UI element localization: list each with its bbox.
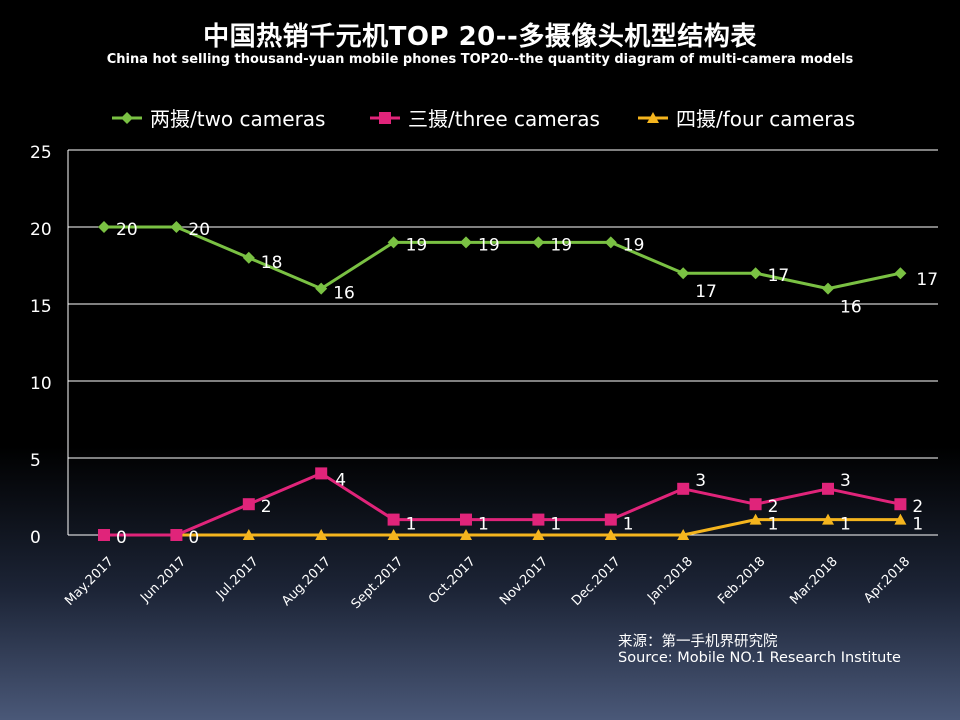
x-tick-label: Mar.2018 (787, 554, 840, 607)
x-tick-label: Nov.2017 (497, 554, 551, 608)
series-line (104, 225, 901, 291)
data-label: 19 (406, 235, 428, 255)
x-tick-label: Jun.2017 (137, 554, 189, 606)
chart-title: 中国热销千元机TOP 20--多摄像头机型结构表 (203, 22, 757, 52)
data-label: 0 (188, 528, 199, 548)
data-point (532, 529, 545, 540)
data-label: 2 (768, 497, 779, 517)
legend-label: 两摄/two cameras (150, 107, 325, 131)
data-label: 2 (261, 497, 272, 517)
data-point (894, 513, 907, 525)
data-point (749, 513, 762, 525)
x-tick-label: May.2017 (62, 554, 117, 609)
data-label: 3 (840, 471, 851, 491)
x-tick-label: Apr.2018 (861, 554, 913, 606)
data-point (532, 513, 545, 526)
data-point (387, 236, 400, 249)
data-point (242, 251, 255, 264)
data-label: 19 (623, 235, 645, 255)
data-label: 20 (116, 220, 138, 240)
data-label: 19 (478, 235, 500, 255)
data-point (822, 482, 834, 495)
y-tick-label: 0 (30, 528, 41, 548)
series-line (104, 471, 901, 537)
data-label: 20 (188, 220, 210, 240)
data-point (98, 221, 110, 233)
data-point (604, 513, 617, 526)
data-label: 0 (116, 528, 127, 548)
data-point (460, 529, 472, 540)
series-line (104, 518, 901, 537)
y-tick-label: 5 (30, 451, 41, 471)
data-label: 1 (406, 515, 417, 535)
x-tick-label: Aug.2017 (279, 554, 334, 609)
data-label: 19 (550, 235, 572, 255)
data-label: 1 (912, 515, 923, 535)
x-tick-label: Feb.2018 (715, 554, 768, 607)
legend-marker (379, 112, 391, 124)
data-label: 3 (695, 471, 706, 491)
data-point (387, 529, 400, 540)
data-point (677, 482, 690, 495)
data-point (532, 236, 545, 249)
data-label: 4 (335, 470, 346, 490)
data-point (170, 529, 183, 541)
data-point (315, 467, 328, 480)
x-tick-label: Jan.2018 (644, 554, 696, 606)
data-label: 1 (768, 515, 779, 535)
y-tick-label: 10 (30, 374, 52, 394)
data-label: 17 (695, 282, 717, 302)
data-label: 1 (840, 515, 851, 535)
chart-subtitle: China hot selling thousand-yuan mobile p… (106, 52, 854, 67)
data-label: 1 (623, 515, 634, 535)
data-label: 1 (478, 515, 489, 535)
data-label: 17 (916, 270, 938, 290)
data-point (894, 267, 907, 280)
data-label: 16 (333, 284, 355, 304)
data-label: 16 (840, 298, 862, 318)
data-point (749, 498, 762, 511)
data-label: 1 (550, 515, 561, 535)
data-label: 18 (261, 253, 283, 273)
data-point (822, 513, 834, 525)
data-label: 2 (912, 497, 923, 517)
source-note-en: Source: Mobile NO.1 Research Institute (618, 650, 901, 666)
x-tick-label: Jul.2017 (213, 554, 262, 603)
data-point (170, 221, 183, 233)
legend-marker (647, 112, 659, 123)
data-point (749, 267, 762, 280)
y-tick-label: 25 (30, 143, 52, 163)
y-tick-label: 20 (30, 220, 52, 240)
y-tick-label: 15 (30, 297, 52, 317)
data-point (98, 529, 110, 541)
x-tick-label: Oct.2017 (426, 554, 479, 607)
data-point (677, 267, 690, 280)
source-note-cn: 来源：第一手机界研究院 (618, 634, 778, 650)
data-point (822, 282, 834, 295)
data-point (387, 513, 400, 526)
data-point (242, 529, 255, 540)
data-point (460, 236, 472, 249)
x-tick-label: Dec.2017 (569, 554, 624, 609)
data-point (460, 513, 472, 526)
legend-label: 四摄/four cameras (676, 107, 855, 131)
data-point (677, 529, 690, 540)
legend-marker (121, 112, 133, 124)
data-point (604, 236, 617, 249)
data-point (315, 282, 328, 295)
data-point (315, 529, 328, 540)
data-label: 17 (768, 266, 790, 286)
data-point (604, 529, 617, 540)
data-point (894, 498, 907, 511)
legend-label: 三摄/three cameras (408, 107, 600, 131)
x-tick-label: Sept.2017 (349, 554, 407, 612)
data-point (242, 498, 255, 511)
